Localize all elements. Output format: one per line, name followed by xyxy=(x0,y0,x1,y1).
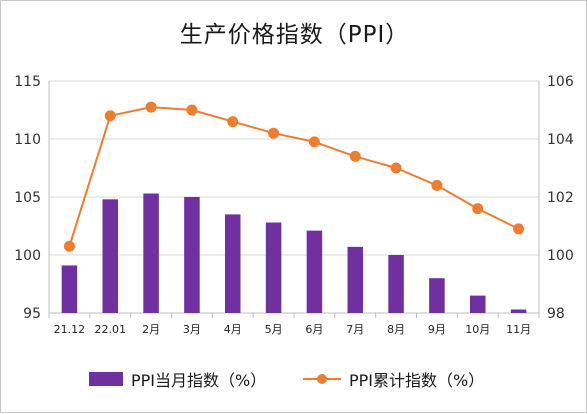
bar xyxy=(429,278,445,313)
x-tick-label: 4月 xyxy=(224,323,242,336)
x-tick-label: 8月 xyxy=(387,323,405,336)
y-right-tick-label: 102 xyxy=(547,190,574,206)
x-tick-label: 5月 xyxy=(265,323,283,336)
x-tick-label: 3月 xyxy=(183,323,201,336)
chart-title: 生产价格指数（PPI） xyxy=(179,22,410,48)
bar xyxy=(102,199,119,313)
x-tick-label: 2月 xyxy=(142,323,160,336)
bar xyxy=(61,265,78,313)
line-marker xyxy=(63,240,75,252)
x-tick-label: 21.12 xyxy=(54,323,86,336)
legend-swatch-line xyxy=(303,372,341,386)
y-left-tick-label: 105 xyxy=(14,190,41,206)
line-marker xyxy=(145,101,157,113)
line-marker xyxy=(227,116,239,128)
legend-label-bar: PPI当月指数（%） xyxy=(131,371,267,390)
x-tick-label: 6月 xyxy=(305,323,323,336)
line-marker xyxy=(349,150,361,162)
bar xyxy=(510,309,527,313)
line-marker xyxy=(104,110,116,122)
legend-item-line: PPI累计指数（%） xyxy=(303,367,484,391)
bar xyxy=(143,193,159,313)
legend-swatch-bar xyxy=(89,372,123,386)
line-marker xyxy=(472,203,484,215)
line-marker xyxy=(186,104,198,116)
x-tick-label: 22.01 xyxy=(95,323,127,336)
line-marker xyxy=(513,223,525,235)
bar xyxy=(306,230,323,313)
x-tick-label: 9月 xyxy=(428,323,446,336)
bar xyxy=(388,255,404,313)
x-tick-label: 10月 xyxy=(465,323,490,336)
line-marker xyxy=(390,162,402,174)
legend-item-bar: PPI当月指数（%） xyxy=(89,367,266,391)
y-right-tick-label: 104 xyxy=(547,132,574,148)
y-right-tick-label: 106 xyxy=(547,74,574,90)
y-right-tick-label: 100 xyxy=(547,248,574,264)
line-marker xyxy=(268,127,280,139)
legend-label-line: PPI累计指数（%） xyxy=(349,371,485,390)
y-left-tick-label: 95 xyxy=(23,306,41,322)
bar xyxy=(184,197,200,313)
bar xyxy=(347,246,364,313)
line-marker xyxy=(308,136,320,148)
x-tick-label: 7月 xyxy=(346,323,364,336)
bar xyxy=(265,222,282,313)
line-series xyxy=(68,106,520,247)
bar xyxy=(224,214,241,313)
y-left-tick-label: 100 xyxy=(14,248,41,264)
line-marker xyxy=(431,179,443,191)
y-left-tick-label: 110 xyxy=(14,132,41,148)
y-left-tick-label: 115 xyxy=(14,74,41,90)
bar xyxy=(469,295,486,313)
x-tick-label: 11月 xyxy=(506,323,531,336)
y-right-tick-label: 98 xyxy=(547,306,565,322)
chart-legend: PPI当月指数（%） PPI累计指数（%） xyxy=(1,367,587,391)
